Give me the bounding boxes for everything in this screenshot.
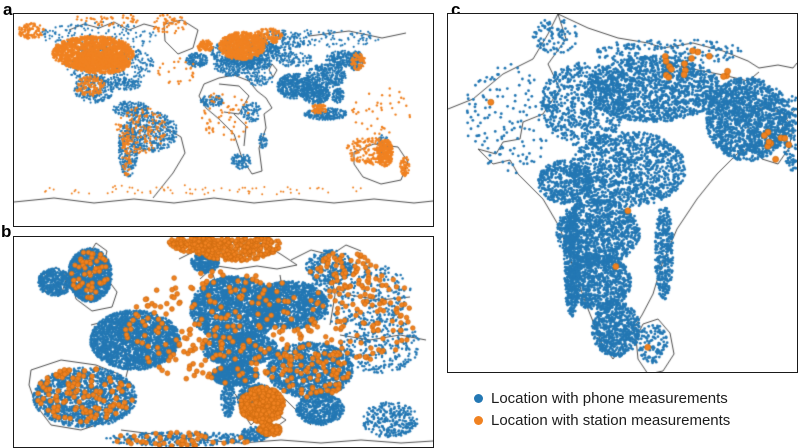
legend-item-station: Location with station measurements [474, 409, 730, 431]
world-map-canvas [14, 14, 433, 226]
india-map-panel [447, 13, 798, 373]
phone-dot-icon [474, 393, 483, 403]
europe-map-panel [13, 236, 434, 448]
panel-b-label: b [1, 222, 12, 241]
legend-item-phone: Location with phone measurements [474, 387, 730, 409]
europe-map-canvas [14, 237, 433, 447]
panel-c-label: c [451, 0, 461, 19]
legend-label-phone: Location with phone measurements [491, 389, 728, 407]
legend-label-station: Location with station measurements [491, 411, 731, 429]
panel-a-label: a [3, 0, 13, 19]
world-map-panel [13, 13, 434, 227]
india-map-canvas [448, 14, 797, 372]
station-dot-icon [474, 415, 483, 425]
legend: Location with phone measurements Locatio… [474, 387, 730, 431]
